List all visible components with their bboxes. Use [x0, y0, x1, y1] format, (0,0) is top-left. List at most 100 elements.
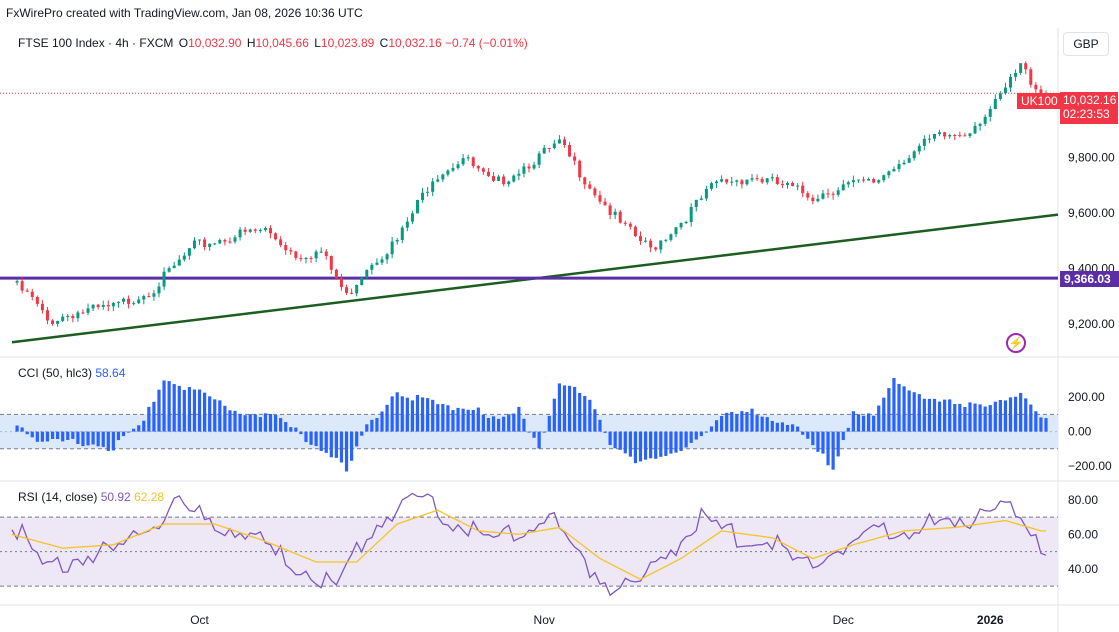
cci-name: CCI (50, hlc3) [18, 366, 93, 380]
candle-body [674, 227, 678, 235]
candle-body [527, 166, 531, 169]
currency-button[interactable]: GBP [1063, 32, 1109, 56]
cci-bar [562, 385, 567, 432]
change-value: −0.74 (−0.01%) [445, 36, 528, 50]
candle-body [162, 271, 166, 287]
cci-bar [56, 431, 60, 440]
cci-bar [294, 427, 298, 432]
cci-bar [299, 431, 303, 435]
rsi-tick-label: 80.00 [1068, 493, 1098, 507]
candle-body [780, 183, 784, 185]
cci-bar [674, 431, 678, 453]
cci-bar [248, 414, 252, 432]
candle-body [426, 191, 430, 193]
candle-body [279, 239, 283, 246]
price-tick-label: 9,200.00 [1068, 317, 1115, 331]
candle-body [66, 315, 70, 317]
cci-bar [182, 389, 186, 432]
cci-bar [998, 399, 1002, 432]
cci-bar [937, 401, 942, 432]
candle-body [111, 302, 115, 307]
time-tick-label: Oct [190, 613, 209, 627]
candle-body [679, 222, 683, 228]
candle-body [760, 178, 764, 183]
cci-bar [375, 417, 379, 432]
cci-bar [633, 431, 638, 464]
open-value: 10,032.90 [188, 36, 242, 50]
rsi-title[interactable]: RSI (14, close) 50.92 62.28 [18, 490, 164, 504]
candle-body [796, 185, 800, 187]
cci-bar [948, 399, 952, 432]
rsi-tick-label: 60.00 [1068, 527, 1098, 541]
candle-body [968, 133, 972, 137]
cci-bar [187, 387, 192, 432]
candle-body [1009, 76, 1013, 88]
cci-bar [390, 396, 394, 432]
candle-body [243, 229, 247, 232]
cci-bar [659, 431, 663, 457]
candle-body [912, 151, 916, 159]
candle-body [370, 264, 374, 270]
cci-bar [841, 431, 845, 441]
cci-bar [203, 392, 207, 432]
lightning-icon[interactable]: ⚡ [1006, 333, 1026, 353]
cci-bar [872, 415, 876, 432]
cci-bar [801, 431, 805, 435]
cci-bar [40, 431, 45, 442]
cci-bar [1013, 396, 1018, 432]
cci-bar [502, 416, 506, 432]
cci-bar [588, 399, 592, 432]
cci-bar [314, 431, 318, 447]
candle-body [750, 178, 754, 180]
candle-body [948, 134, 952, 137]
candle-body [441, 174, 445, 180]
candle-body [725, 179, 729, 183]
candle-body [882, 175, 886, 181]
candle-body [248, 229, 252, 232]
cci-bar [253, 414, 257, 432]
cci-bar [1029, 404, 1033, 432]
cci-bar [91, 431, 95, 445]
cci-bar [517, 406, 521, 432]
cci-bar [831, 431, 835, 470]
high-value: 10,045.66 [255, 36, 309, 50]
cci-bar [887, 388, 891, 432]
cci-bar [258, 417, 262, 432]
candle-body [765, 178, 769, 183]
candle-body [334, 269, 338, 279]
rsi-name: RSI (14, close) [18, 490, 98, 504]
cci-bar [15, 425, 19, 432]
cci-bar [410, 400, 415, 432]
close-value: 10,032.16 [388, 36, 442, 50]
rsi-ma-line [11, 509, 1046, 581]
cci-tick-label: 0.00 [1068, 425, 1092, 439]
cci-bar [471, 410, 475, 432]
cci-bar [137, 425, 141, 432]
cci-bar [289, 427, 293, 432]
symbol-label[interactable]: FTSE 100 Index · 4h · FXCM [18, 36, 174, 50]
rsi-line [11, 492, 1047, 597]
cci-bar [821, 431, 825, 454]
low-label: L [314, 36, 321, 50]
cci-bar [973, 403, 977, 432]
cci-bar [943, 399, 947, 432]
candle-body [319, 251, 323, 253]
cci-bar [1008, 397, 1013, 432]
candle-body [851, 180, 855, 183]
cci-bar [912, 392, 916, 432]
candle-body [228, 241, 232, 243]
cci-bar [745, 412, 749, 432]
candle-body [983, 116, 987, 124]
candle-body [122, 298, 126, 302]
cci-bar [491, 416, 496, 432]
candle-body [436, 179, 440, 182]
candle-body [253, 229, 257, 231]
cci-title[interactable]: CCI (50, hlc3) 58.64 [18, 366, 125, 380]
candle-body [187, 248, 191, 256]
candle-body [720, 179, 724, 182]
cci-bar [1019, 392, 1023, 432]
candle-body [1014, 72, 1018, 77]
cci-bar [983, 406, 987, 432]
cci-bar [866, 413, 871, 432]
